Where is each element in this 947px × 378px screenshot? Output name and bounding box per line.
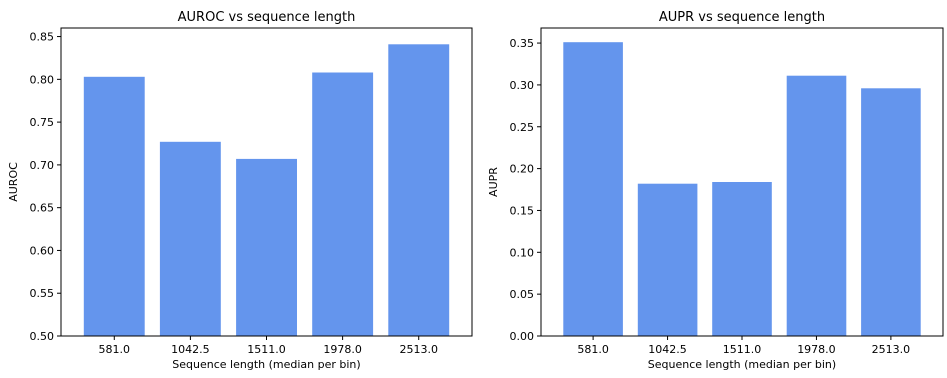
x-tick-label: 1511.0 xyxy=(247,343,286,356)
plot-frame xyxy=(60,27,473,337)
y-ticks: 0.00 0.05 0.10 0.15 0.20 0.25 0.30 0.35 xyxy=(510,37,541,343)
x-ticks: 581.0 1042.5 1511.0 1978.0 2513.0 xyxy=(99,336,438,356)
x-tick-label: 1511.0 xyxy=(723,343,762,356)
bar-1978.0 xyxy=(786,75,847,336)
y-tick-label: 0.35 xyxy=(510,37,535,50)
bars xyxy=(83,44,450,337)
x-axis-label: Sequence length (median per bin) xyxy=(648,358,836,371)
bar-1042.5 xyxy=(159,141,221,336)
bar-581.0 xyxy=(563,42,623,336)
bars xyxy=(563,42,921,336)
y-tick-label: 0.20 xyxy=(510,163,535,176)
x-tick-label: 1978.0 xyxy=(323,343,362,356)
y-tick-label: 0.65 xyxy=(30,202,55,215)
auroc-chart: AUROC vs sequence length Sequence length… xyxy=(7,10,473,371)
y-tick-label: 0.30 xyxy=(510,79,535,92)
y-tick-label: 0.80 xyxy=(30,73,55,86)
y-tick-label: 0.25 xyxy=(510,121,535,134)
chart-title: AUPR vs sequence length xyxy=(659,10,825,25)
y-tick-label: 0.05 xyxy=(510,288,535,301)
plot-frame xyxy=(540,27,944,337)
bar-581.0 xyxy=(83,76,145,337)
aupr-chart: AUPR vs sequence length Sequence length … xyxy=(487,10,944,371)
x-ticks: 581.0 1042.5 1511.0 1978.0 2513.0 xyxy=(577,336,910,356)
y-tick-label: 0.60 xyxy=(30,244,55,257)
x-tick-label: 581.0 xyxy=(99,343,131,356)
bar-2513.0 xyxy=(388,44,450,337)
x-tick-label: 1978.0 xyxy=(797,343,836,356)
chart-title: AUROC vs sequence length xyxy=(178,10,356,25)
bar-1511.0 xyxy=(236,158,297,336)
y-tick-label: 0.75 xyxy=(30,116,55,129)
y-tick-label: 0.70 xyxy=(30,159,55,172)
bar-1042.5 xyxy=(637,183,698,336)
x-axis-label: Sequence length (median per bin) xyxy=(172,358,360,371)
x-tick-label: 581.0 xyxy=(577,343,609,356)
y-tick-label: 0.85 xyxy=(30,31,55,44)
x-tick-label: 1042.5 xyxy=(171,343,210,356)
bar-2513.0 xyxy=(861,88,921,336)
x-tick-label: 1042.5 xyxy=(648,343,687,356)
y-ticks: 0.50 0.55 0.60 0.65 0.70 0.75 0.80 0.85 xyxy=(30,31,61,343)
y-tick-label: 0.15 xyxy=(510,204,535,217)
y-tick-label: 0.55 xyxy=(30,287,55,300)
x-tick-label: 2513.0 xyxy=(399,343,438,356)
x-tick-label: 2513.0 xyxy=(872,343,911,356)
y-tick-label: 0.10 xyxy=(510,246,535,259)
y-tick-label: 0.50 xyxy=(30,330,55,343)
y-axis-label: AUROC xyxy=(7,162,20,202)
y-tick-label: 0.00 xyxy=(510,330,535,343)
bar-1978.0 xyxy=(312,72,374,336)
bar-1511.0 xyxy=(712,182,772,336)
y-axis-label: AUPR xyxy=(487,167,500,197)
